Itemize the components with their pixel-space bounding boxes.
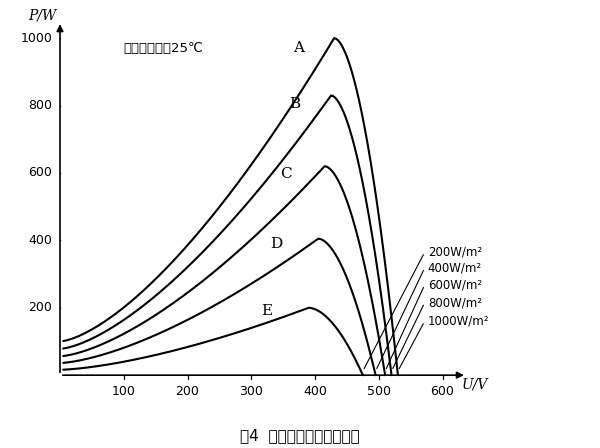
- Text: 太阳电池温度25℃: 太阳电池温度25℃: [124, 42, 203, 55]
- Text: 600: 600: [431, 384, 454, 398]
- Text: 200W/m²: 200W/m²: [428, 246, 482, 258]
- Text: 400: 400: [28, 234, 52, 247]
- Text: 300: 300: [239, 384, 263, 398]
- Text: D: D: [271, 237, 283, 251]
- Text: 200: 200: [176, 384, 199, 398]
- Text: 800: 800: [28, 99, 52, 112]
- Text: 500: 500: [367, 384, 391, 398]
- Text: C: C: [281, 167, 292, 181]
- Text: P/W: P/W: [28, 9, 56, 23]
- Text: 图4  太阳能电池的特性曲线: 图4 太阳能电池的特性曲线: [240, 429, 360, 444]
- Text: 400: 400: [303, 384, 327, 398]
- Text: 400W/m²: 400W/m²: [428, 262, 482, 275]
- Text: 1000W/m²: 1000W/m²: [428, 315, 490, 328]
- Text: 200: 200: [28, 301, 52, 314]
- Text: 1000: 1000: [20, 32, 52, 45]
- Text: 600: 600: [28, 167, 52, 180]
- Text: A: A: [293, 41, 305, 55]
- Text: 100: 100: [112, 384, 136, 398]
- Text: 800W/m²: 800W/m²: [428, 296, 482, 309]
- Text: E: E: [262, 304, 273, 318]
- Text: U/V: U/V: [461, 378, 488, 392]
- Text: B: B: [289, 97, 300, 111]
- Text: 600W/m²: 600W/m²: [428, 278, 482, 291]
